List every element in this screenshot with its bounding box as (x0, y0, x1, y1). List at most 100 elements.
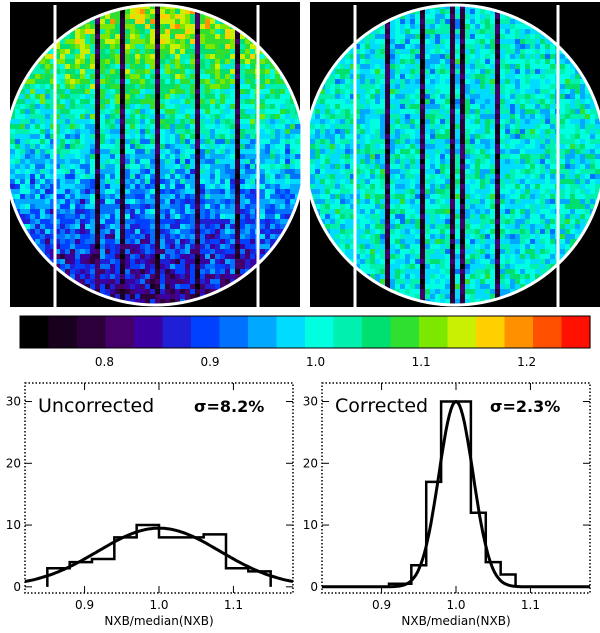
map-pixel (520, 44, 526, 50)
map-pixel (215, 39, 221, 45)
map-pixel (55, 209, 61, 215)
map-pixel (195, 94, 201, 100)
map-pixel (475, 24, 481, 30)
map-pixel (590, 109, 596, 115)
map-pixel (65, 79, 71, 85)
map-pixel (100, 134, 106, 140)
map-pixel (35, 174, 41, 180)
map-pixel (230, 199, 236, 205)
map-pixel (35, 194, 41, 200)
map-pixel (160, 254, 166, 260)
map-pixel (360, 109, 366, 115)
map-pixel (540, 89, 546, 95)
map-pixel (115, 154, 121, 160)
map-pixel (60, 79, 66, 85)
map-pixel (525, 79, 531, 85)
map-pixel (45, 249, 51, 255)
map-pixel (150, 104, 156, 110)
map-pixel (80, 214, 86, 220)
map-pixel (130, 104, 136, 110)
map-pixel (380, 94, 386, 100)
map-pixel (95, 119, 101, 125)
map-pixel (230, 244, 236, 250)
map-pixel (15, 134, 21, 140)
map-pixel (335, 114, 341, 120)
map-pixel (45, 119, 51, 125)
map-pixel (80, 159, 86, 165)
map-pixel (115, 164, 121, 170)
map-pixel (90, 254, 96, 260)
map-pixel (110, 194, 116, 200)
map-pixel (155, 209, 161, 215)
map-pixel (95, 44, 101, 50)
map-pixel (120, 269, 126, 275)
map-pixel (245, 44, 251, 50)
map-pixel (90, 64, 96, 70)
map-pixel (135, 264, 141, 270)
map-pixel (145, 154, 151, 160)
map-pixel (230, 124, 236, 130)
map-pixel (105, 109, 111, 115)
map-pixel (245, 234, 251, 240)
map-pixel (205, 19, 211, 25)
map-pixel (270, 189, 276, 195)
map-pixel (240, 64, 246, 70)
map-pixel (165, 84, 171, 90)
map-pixel (410, 44, 416, 50)
map-pixel (455, 114, 461, 120)
map-pixel (115, 159, 121, 165)
map-pixel (200, 79, 206, 85)
map-pixel (95, 139, 101, 145)
map-pixel (270, 144, 276, 150)
map-pixel (540, 54, 546, 60)
map-pixel (510, 49, 516, 55)
map-pixel (570, 124, 576, 130)
map-pixel (545, 59, 551, 65)
map-pixel (45, 139, 51, 145)
map-pixel (580, 79, 586, 85)
map-pixel (80, 119, 86, 125)
map-pixel (220, 124, 226, 130)
map-pixel (55, 129, 61, 135)
map-pixel (470, 69, 476, 75)
map-pixel (450, 94, 456, 100)
map-pixel (170, 149, 176, 155)
map-pixel (170, 159, 176, 165)
map-pixel (135, 154, 141, 160)
map-pixel (485, 99, 491, 105)
map-pixel (85, 89, 91, 95)
map-pixel (330, 114, 336, 120)
map-pixel (270, 174, 276, 180)
map-pixel (220, 224, 226, 230)
map-pixel (140, 244, 146, 250)
map-pixel (60, 49, 66, 55)
map-pixel (105, 59, 111, 65)
map-pixel (85, 59, 91, 65)
map-pixel (275, 134, 281, 140)
map-pixel (170, 109, 176, 115)
map-pixel (210, 139, 216, 145)
map-pixel (125, 269, 131, 275)
map-pixel (120, 264, 126, 270)
map-pixel (35, 99, 41, 105)
map-pixel (115, 254, 121, 260)
map-pixel (75, 174, 81, 180)
map-pixel (130, 69, 136, 75)
map-pixel (550, 89, 556, 95)
map-pixel (65, 244, 71, 250)
map-pixel (185, 114, 191, 120)
map-pixel (15, 159, 21, 165)
map-pixel (240, 74, 246, 80)
map-pixel (195, 244, 201, 250)
map-pixel (105, 209, 111, 215)
map-pixel (575, 99, 581, 105)
map-pixel (495, 59, 501, 65)
map-pixel (455, 64, 461, 70)
map-pixel (405, 64, 411, 70)
map-pixel (220, 74, 226, 80)
map-pixel (175, 239, 181, 245)
map-pixel (195, 59, 201, 65)
map-pixel (215, 84, 221, 90)
map-pixel (570, 104, 576, 110)
map-pixel (230, 84, 236, 90)
